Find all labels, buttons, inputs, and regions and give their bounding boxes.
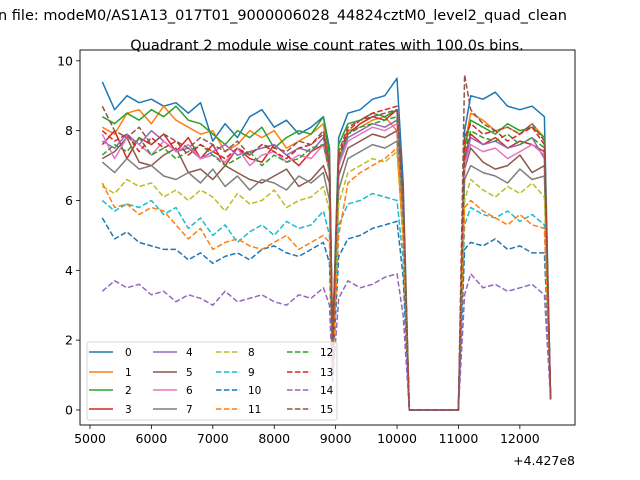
x-tick-label: 6000	[136, 431, 168, 446]
legend-label: 4	[186, 347, 193, 359]
legend-entry-5: 5	[153, 367, 193, 379]
y-tick-label: 2	[65, 333, 73, 348]
legend-label: 9	[248, 367, 255, 379]
legend-label: 3	[125, 404, 132, 416]
figure-suptitle: n file: modeM0/AS1A13_017T01_9000006028_…	[0, 8, 567, 24]
legend-entry-3: 3	[89, 404, 132, 416]
series-line-9	[101, 192, 552, 411]
series-line-11	[101, 147, 552, 411]
y-tick-label: 10	[57, 53, 73, 68]
legend-label: 14	[320, 385, 334, 397]
legend-entry-14: 14	[287, 385, 334, 397]
y-tick-label: 4	[65, 263, 73, 278]
x-tick-label: 11000	[439, 431, 479, 446]
legend-entry-6: 6	[153, 385, 193, 397]
legend-entry-9: 9	[216, 367, 255, 379]
legend-entry-13: 13	[287, 367, 333, 379]
y-tick-label: 0	[65, 402, 73, 417]
x-axis: 5000 6000 7000 8000 9000 10000 11000 12000	[74, 425, 540, 446]
legend-label: 1	[125, 367, 132, 379]
y-tick-label: 6	[65, 193, 73, 208]
series-line-13	[101, 105, 552, 411]
legend-entry-15: 15	[287, 404, 333, 416]
x-tick-label: 8000	[258, 431, 290, 446]
x-tick-label: 5000	[74, 431, 106, 446]
x-tick-label: 10000	[377, 431, 417, 446]
series-line-15	[101, 74, 552, 411]
series-line-2	[101, 105, 552, 411]
legend-label: 0	[125, 347, 132, 359]
legend-box	[86, 341, 338, 421]
legend-label: 6	[186, 385, 193, 397]
y-tick-label: 8	[65, 123, 73, 138]
chart-title: Quadrant 2 module wise count rates with …	[130, 38, 524, 54]
legend-label: 7	[186, 404, 193, 416]
legend-entry-11: 11	[216, 404, 261, 416]
legend-label: 8	[248, 347, 255, 359]
y-axis: 0 2 4 6 8 10	[57, 53, 80, 417]
series-line-0	[101, 77, 552, 411]
x-tick-label: 9000	[320, 431, 352, 446]
legend-entry-4: 4	[153, 347, 193, 359]
series-line-8	[101, 150, 552, 411]
legend-label: 12	[320, 347, 333, 359]
legend-label: 5	[186, 367, 193, 379]
legend-entry-12: 12	[287, 347, 333, 359]
legend-label: 11	[248, 404, 261, 416]
legend-entry-1: 1	[89, 367, 132, 379]
series-line-14	[101, 273, 552, 411]
x-offset-label: +4.427e8	[513, 453, 575, 468]
x-tick-label: 7000	[197, 431, 229, 446]
legend-label: 13	[320, 367, 333, 379]
legend-entry-0: 0	[89, 347, 132, 359]
legend-label: 2	[125, 385, 132, 397]
legend-label: 10	[248, 385, 261, 397]
series-layer	[101, 74, 552, 411]
legend-entry-10: 10	[216, 385, 261, 397]
legend-label: 15	[320, 404, 333, 416]
legend-entry-8: 8	[216, 347, 255, 359]
x-tick-label: 12000	[500, 431, 540, 446]
plot-frame	[79, 49, 576, 426]
legend-entry-2: 2	[89, 385, 132, 397]
legend-entry-7: 7	[153, 404, 193, 416]
